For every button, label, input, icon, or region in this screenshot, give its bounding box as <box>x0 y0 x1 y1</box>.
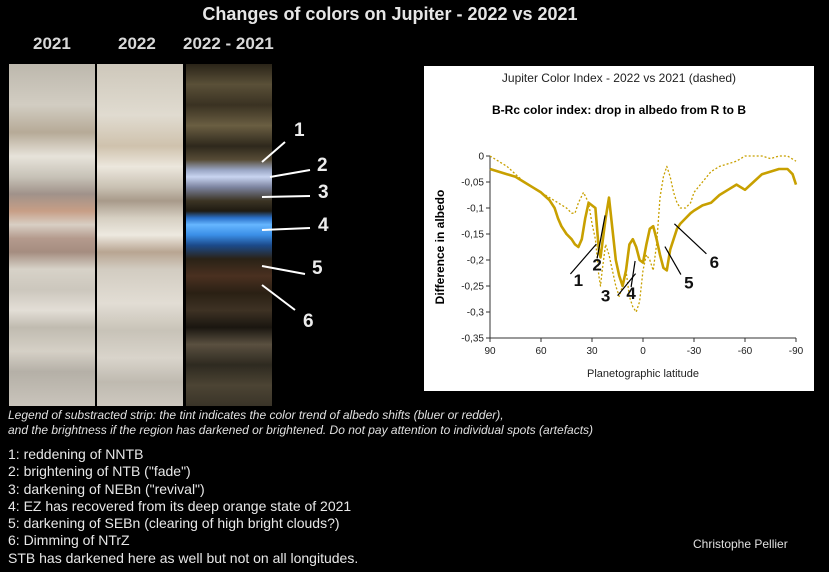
y-tick-label: -0,3 <box>467 308 485 319</box>
x-axis-label: Planetographic latitude <box>587 368 699 380</box>
page-title: Changes of colors on Jupiter - 2022 vs 2… <box>202 4 578 24</box>
y-tick-label: -0,35 <box>461 334 484 345</box>
annotation-label-1: 1 <box>574 271 583 290</box>
y-axis-label: Difference in albedo <box>433 190 447 305</box>
strip-label-2021: 2021 <box>33 34 71 53</box>
x-tick-label: 90 <box>484 346 496 357</box>
annotation-pointer-4 <box>630 260 636 288</box>
chart-subtitle: B-Rc color index: drop in albedo from R … <box>492 103 746 117</box>
annotation-label-4: 4 <box>626 284 636 303</box>
list-item: 5: darkening of SEBn (clearing of high b… <box>8 515 340 532</box>
list-item: 6: Dimming of NTrZ <box>8 532 130 549</box>
strip-label-diff: 2022 - 2021 <box>183 34 274 53</box>
y-tick-label: -0,15 <box>461 230 484 241</box>
author-credit: Christophe Pellier <box>693 537 788 551</box>
x-tick-label: -60 <box>738 346 753 357</box>
color-index-chart-panel: Jupiter Color Index - 2022 vs 2021 (dash… <box>424 66 814 391</box>
annotation-label-5: 5 <box>684 274 693 293</box>
annotation-label-3: 3 <box>601 287 610 306</box>
strip-label-2022: 2022 <box>118 34 156 53</box>
strip-annotation-6: 6 <box>303 311 314 332</box>
y-tick-label: -0,2 <box>467 256 485 267</box>
legend-note-line: and the brightness if the region has dar… <box>8 423 594 437</box>
annotation-pointer-2 <box>596 215 606 259</box>
x-tick-label: 60 <box>535 346 547 357</box>
list-item: STB has darkened here as well but not on… <box>8 549 359 566</box>
pointer-line-2 <box>269 169 311 178</box>
annotation-pointer-1 <box>569 243 597 275</box>
annotation-pointer-6 <box>673 223 707 255</box>
strip-annotation-5: 5 <box>312 258 323 279</box>
strip-annotation-4: 4 <box>318 215 329 236</box>
strip-annotation-2: 2 <box>317 155 328 176</box>
x-tick-label: 0 <box>640 346 646 357</box>
y-tick-label: -0,1 <box>467 204 485 215</box>
list-item: 2: brightening of NTB ("fade") <box>8 463 191 480</box>
change-list: 1: reddening of NNTB 2: brightening of N… <box>8 446 358 567</box>
y-tick-label: -0,25 <box>461 282 484 293</box>
strip-annotation-3: 3 <box>318 182 329 203</box>
jupiter-strip-difference <box>186 64 272 406</box>
list-item: 3: darkening of NEBn ("revival") <box>8 480 205 497</box>
annotation-pointer-5 <box>664 246 682 275</box>
series-line-solid <box>489 167 798 288</box>
list-item: 1: reddening of NNTB <box>8 446 144 462</box>
legend-note-line: Legend of substracted strip: the tint in… <box>8 408 504 422</box>
x-tick-label: 30 <box>586 346 598 357</box>
strip-annotation-1: 1 <box>294 120 305 141</box>
list-item: 4: EZ has recovered from its deep orange… <box>8 497 352 514</box>
annotation-label-2: 2 <box>592 255 601 274</box>
jupiter-strip-2021 <box>9 64 95 406</box>
y-tick-label: 0 <box>478 152 484 163</box>
x-tick-label: -30 <box>687 346 702 357</box>
chart-title: Jupiter Color Index - 2022 vs 2021 (dash… <box>502 71 736 85</box>
jupiter-strip-2022 <box>97 64 183 406</box>
color-index-chart: Jupiter Color Index - 2022 vs 2021 (dash… <box>433 71 804 380</box>
x-tick-label: -90 <box>789 346 804 357</box>
annotation-label-6: 6 <box>710 253 719 272</box>
legend-note: Legend of substracted strip: the tint in… <box>8 408 593 438</box>
y-tick-label: -0,05 <box>461 178 484 189</box>
series-line-2022-dashed <box>489 155 797 313</box>
